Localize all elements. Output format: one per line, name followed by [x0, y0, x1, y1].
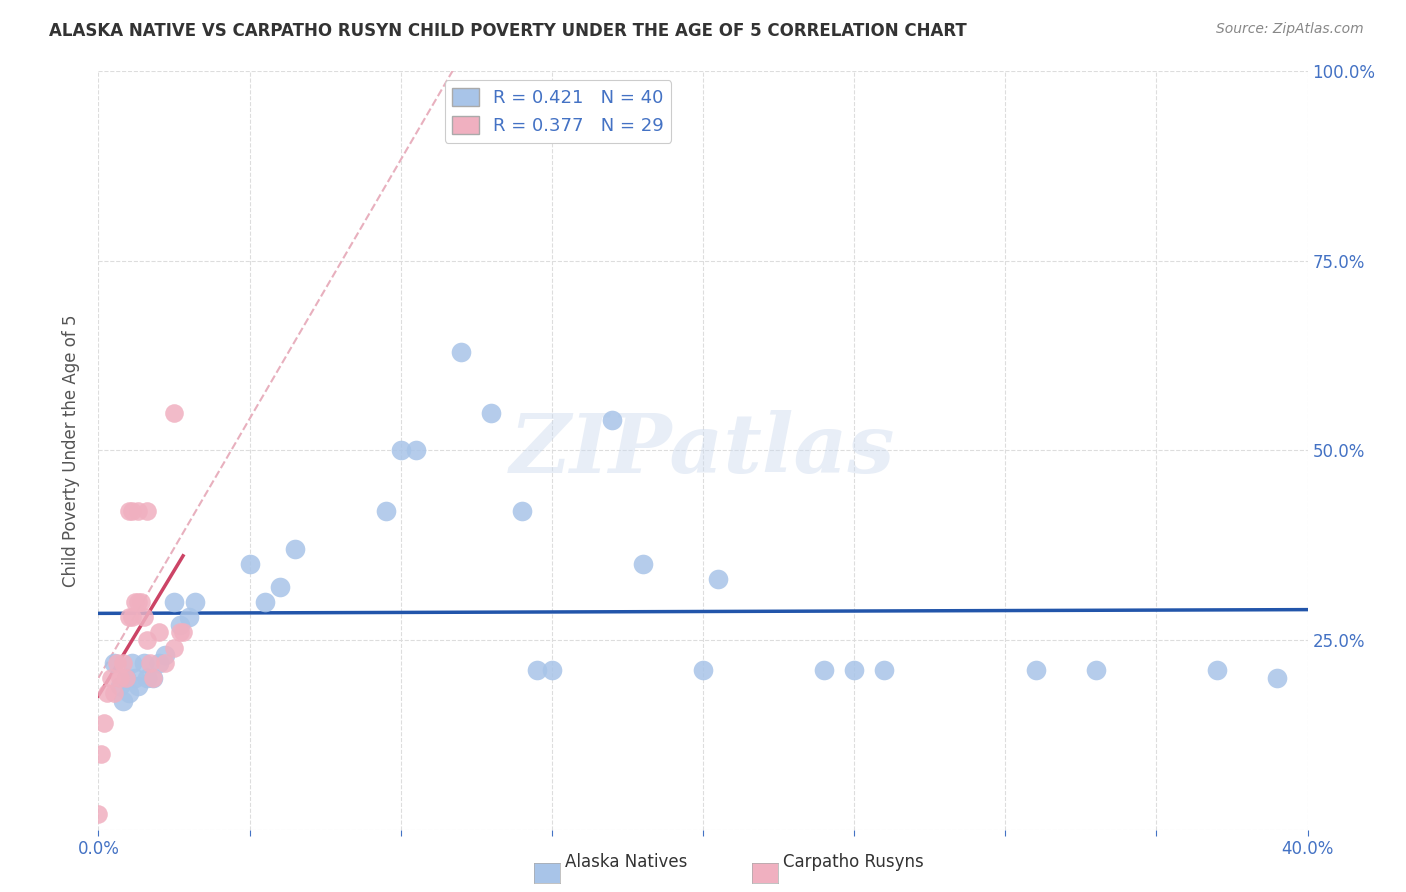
Point — [1085, 664, 1108, 678]
Point — [153, 656, 176, 670]
Point — [90, 747, 112, 761]
Point — [1024, 664, 1046, 678]
Point — [148, 656, 170, 670]
Point — [873, 664, 896, 678]
Point — [135, 671, 157, 685]
Point — [707, 573, 730, 587]
Point — [121, 504, 143, 518]
Point — [374, 504, 396, 518]
Point — [100, 671, 122, 685]
Point — [163, 405, 186, 420]
Point — [631, 557, 654, 572]
Point — [132, 610, 155, 624]
Point — [153, 648, 176, 662]
Point — [526, 664, 548, 678]
Text: Source: ZipAtlas.com: Source: ZipAtlas.com — [1216, 22, 1364, 37]
Point — [813, 664, 835, 678]
Point — [169, 625, 191, 640]
Point — [169, 617, 191, 632]
Point — [108, 671, 131, 685]
Point — [108, 678, 131, 692]
Point — [253, 595, 276, 609]
Point — [135, 633, 157, 648]
Point — [129, 595, 152, 609]
Point — [127, 595, 149, 609]
Point — [124, 671, 146, 685]
Point — [1206, 664, 1229, 678]
Point — [602, 413, 624, 427]
Point — [124, 595, 146, 609]
Point — [179, 610, 201, 624]
Text: Alaska Natives: Alaska Natives — [565, 854, 688, 871]
Point — [103, 686, 125, 700]
Point — [284, 542, 307, 557]
Text: Carpatho Rusyns: Carpatho Rusyns — [783, 854, 924, 871]
Point — [103, 656, 125, 670]
Point — [135, 504, 157, 518]
Point — [121, 610, 143, 624]
Point — [127, 678, 149, 692]
Point — [163, 595, 186, 609]
Point — [405, 443, 427, 458]
Point — [142, 671, 165, 685]
Point — [142, 671, 165, 685]
Point — [389, 443, 412, 458]
Point — [121, 656, 143, 670]
Point — [105, 656, 128, 670]
Point — [118, 504, 141, 518]
Point — [540, 664, 562, 678]
Point — [118, 610, 141, 624]
Point — [139, 656, 162, 670]
Point — [111, 656, 134, 670]
Text: ZIPatlas: ZIPatlas — [510, 410, 896, 491]
Legend: R = 0.421   N = 40, R = 0.377   N = 29: R = 0.421 N = 40, R = 0.377 N = 29 — [444, 80, 671, 143]
Point — [692, 664, 714, 678]
Point — [93, 716, 115, 731]
Point — [114, 671, 136, 685]
Y-axis label: Child Poverty Under the Age of 5: Child Poverty Under the Age of 5 — [62, 314, 80, 587]
Point — [239, 557, 262, 572]
Point — [114, 671, 136, 685]
Point — [269, 580, 291, 594]
Point — [184, 595, 207, 609]
Point — [118, 686, 141, 700]
Point — [111, 694, 134, 708]
Point — [87, 807, 110, 822]
Text: ALASKA NATIVE VS CARPATHO RUSYN CHILD POVERTY UNDER THE AGE OF 5 CORRELATION CHA: ALASKA NATIVE VS CARPATHO RUSYN CHILD PO… — [49, 22, 967, 40]
Point — [172, 625, 194, 640]
Point — [1267, 671, 1289, 685]
Point — [132, 656, 155, 670]
Point — [481, 405, 503, 420]
Point — [163, 640, 186, 655]
Point — [96, 686, 118, 700]
Point — [510, 504, 533, 518]
Point — [127, 504, 149, 518]
Point — [148, 625, 170, 640]
Point — [844, 664, 866, 678]
Point — [450, 344, 472, 359]
